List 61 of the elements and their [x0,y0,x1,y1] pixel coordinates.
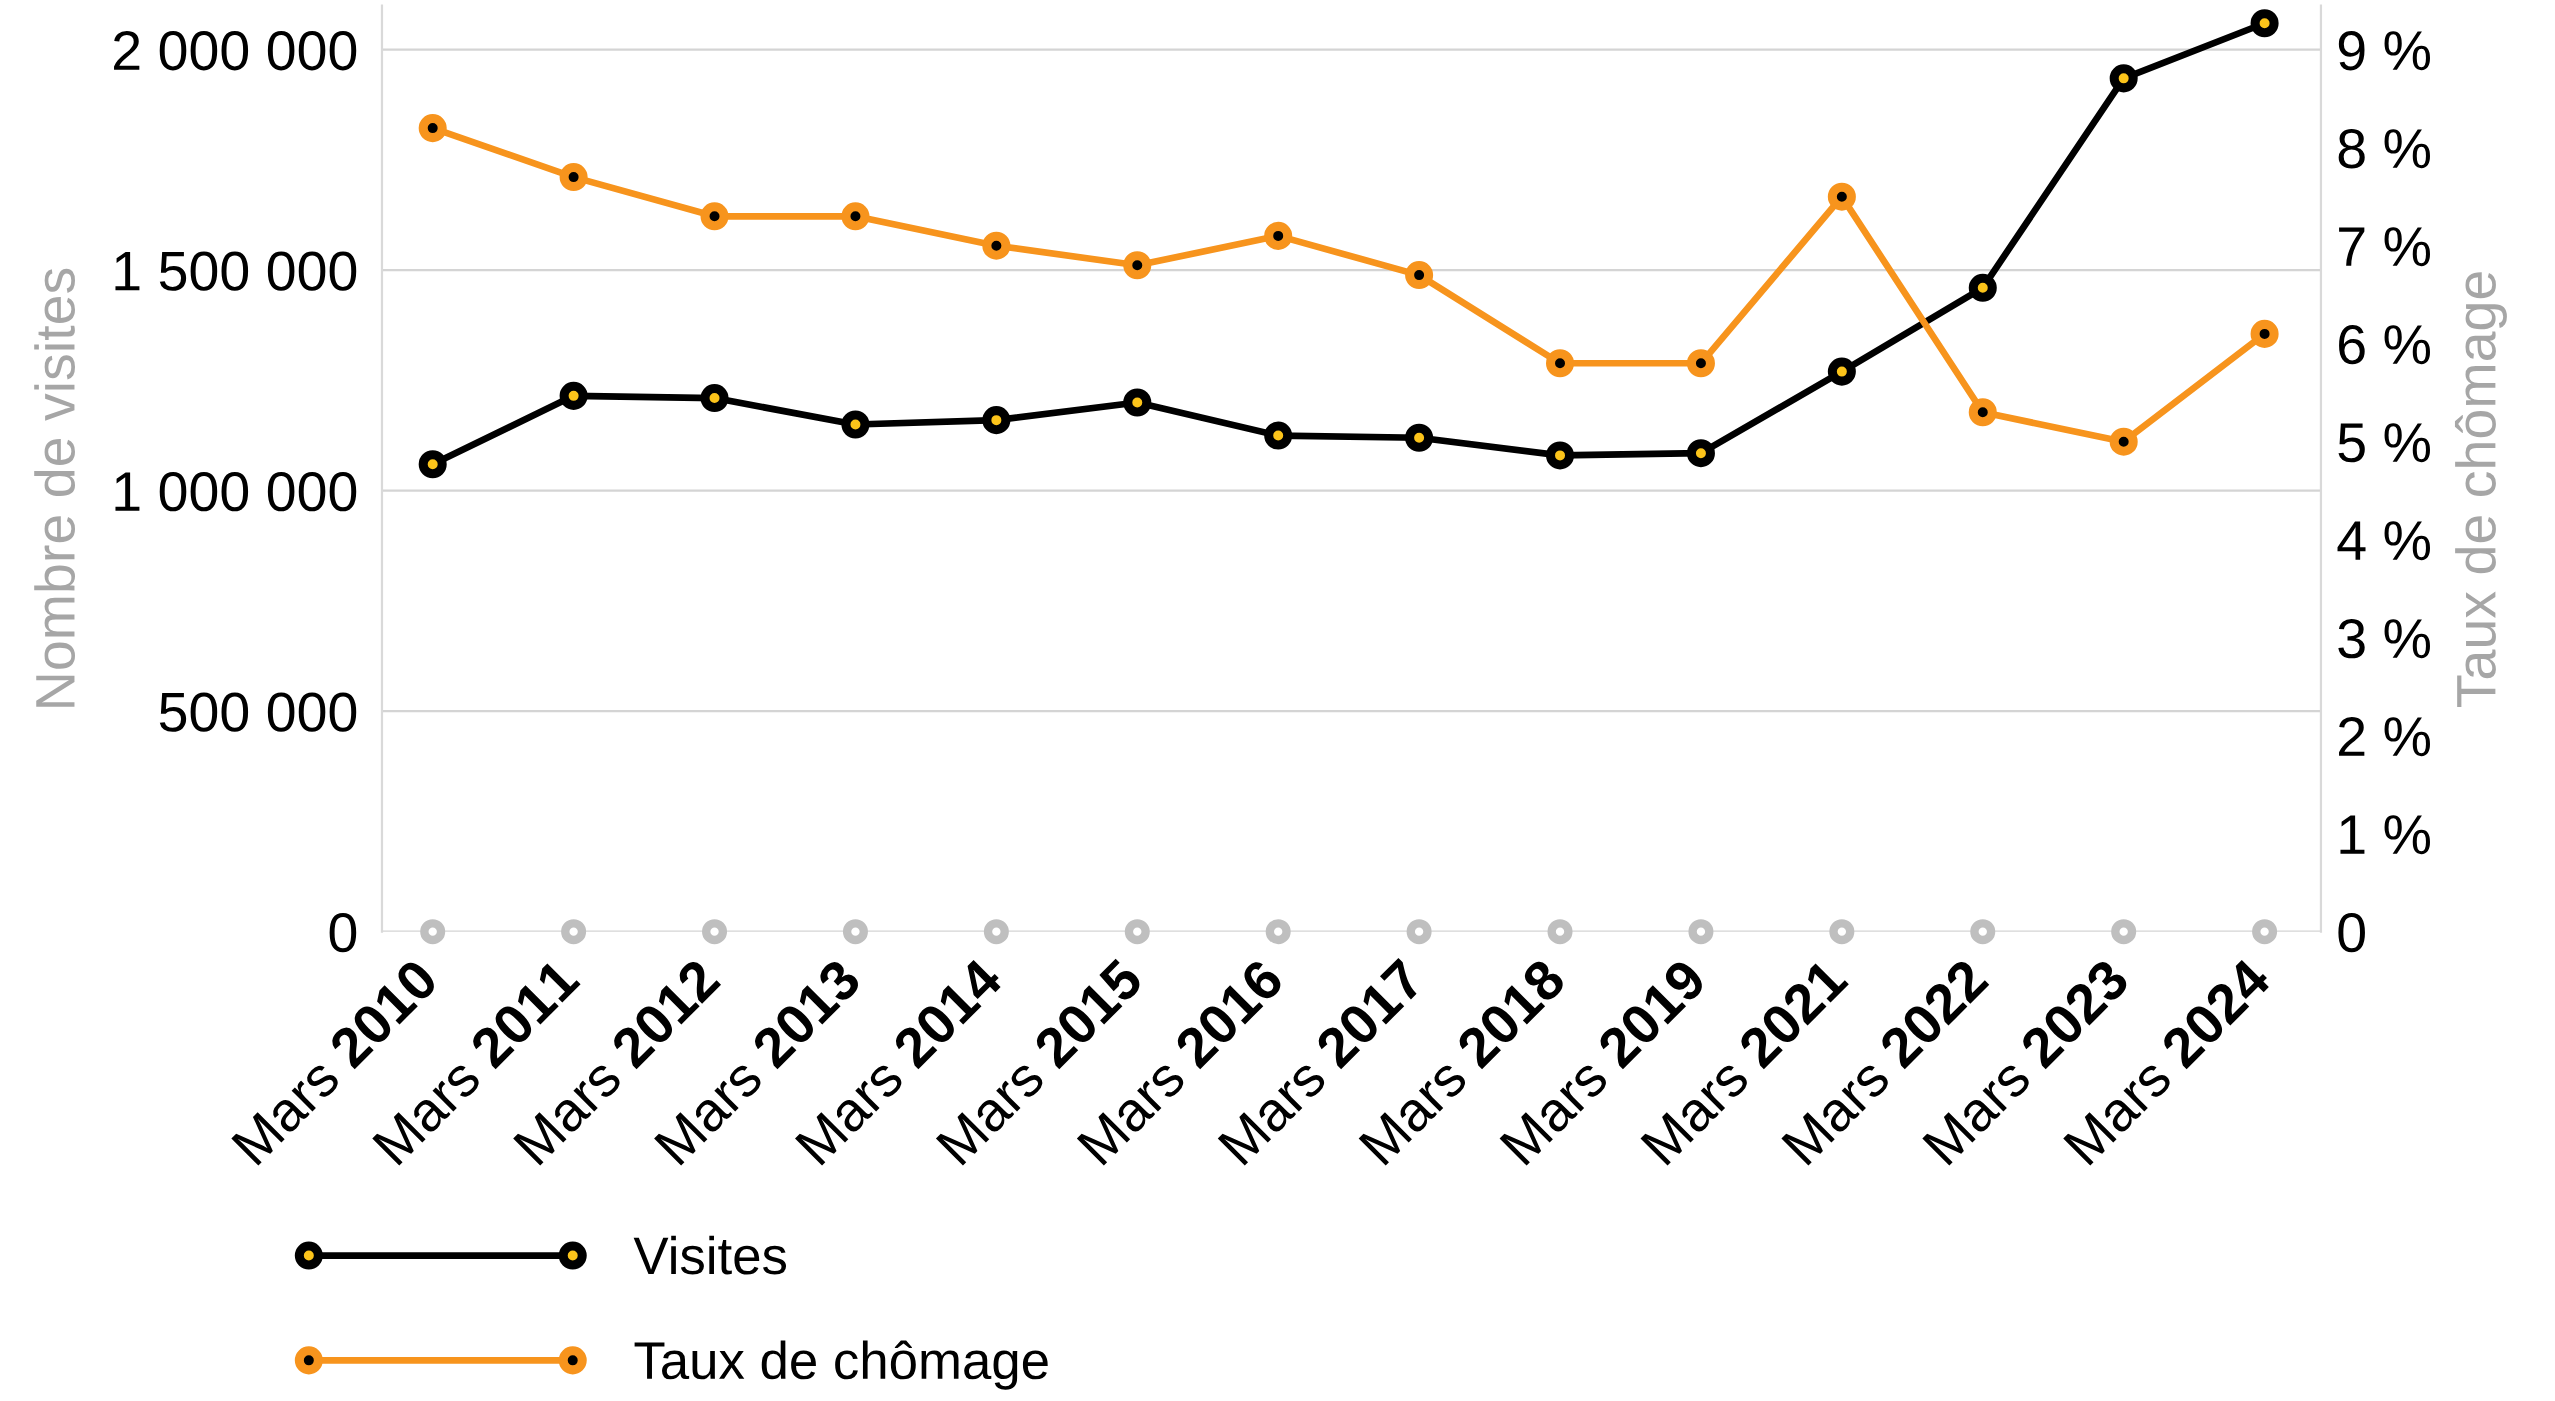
point [983,919,1009,945]
legend-label: Taux de chômage [634,1340,1048,1390]
point [982,406,1011,435]
y2-axis-title: Taux de chômage [2454,272,2507,708]
point [418,114,447,143]
point [1827,357,1856,386]
point [1264,221,1293,250]
point [1968,398,1997,427]
point [1123,388,1152,417]
point [559,163,588,192]
point [1405,261,1434,290]
y-tick-label: 1 000 000 [115,472,357,512]
point [1406,919,1432,945]
point [700,202,729,231]
point [1547,919,1573,945]
y2-tick-label: 6 % [2339,325,2430,365]
point [1265,919,1291,945]
y2-tick-label: 5 % [2338,423,2430,463]
point [1827,182,1856,211]
y2-tick-label: 7 % [2339,227,2430,267]
y-axis-title: Nombre de visites [34,268,76,707]
y-tick-label: 1 500 000 [115,251,357,291]
point [418,450,447,479]
y2-tick-label: 1 % [2340,815,2430,855]
point [1124,919,1150,945]
point [420,919,446,945]
point [700,384,729,413]
y2-tick-label: 3 % [2338,619,2430,659]
point [559,381,588,410]
point [1968,273,1997,302]
point [1970,919,1996,945]
point [841,410,870,439]
point [1686,439,1715,468]
point [2252,919,2278,945]
point [2109,427,2138,456]
point [1686,349,1715,378]
y-tick-label: 0 [329,913,357,953]
y2-tick-label: 0 [2338,913,2365,953]
point [1545,349,1575,378]
point [982,231,1011,260]
point [1264,421,1293,450]
point [1123,251,1152,280]
y2-tick-label: 9 % [2338,31,2430,71]
point [1545,441,1575,470]
y2-tick-label: 4 % [2337,521,2430,561]
point [2109,64,2138,93]
point [1405,423,1434,452]
y-tick-label: 2 000 000 [114,31,357,71]
y2-tick-label: 2 % [2339,717,2430,757]
y-tick-label: 500 000 [159,692,357,732]
point [702,919,728,945]
point [1688,919,1714,945]
point [841,202,870,231]
point [1829,919,1855,945]
point [842,919,868,945]
point [2250,9,2279,38]
point [2250,319,2279,348]
point [561,919,587,945]
y2-tick-label: 8 % [2338,129,2430,169]
legend-label: Visites [633,1235,787,1275]
point [2111,919,2137,945]
